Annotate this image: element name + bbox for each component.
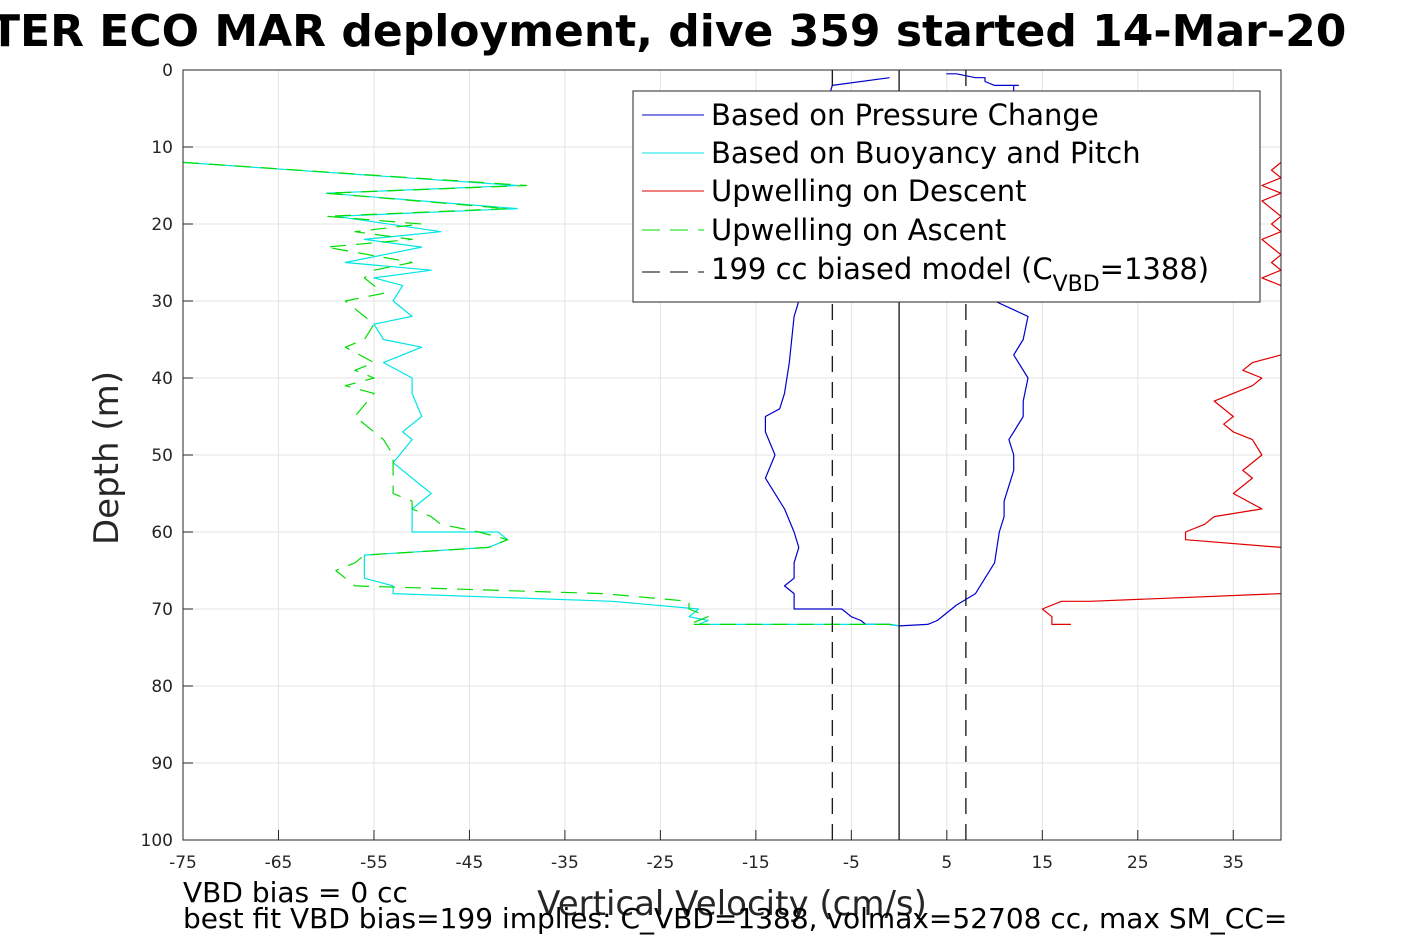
chart-title: TER ECO MAR deployment, dive 359 started… [0,6,1346,57]
x-tick-label: 25 [1127,853,1149,873]
series-line-0 [764,77,900,627]
x-tick-label: 35 [1222,853,1244,873]
series-line-1 [899,73,1029,627]
x-tick-label: -5 [843,853,860,873]
legend: Based on Pressure Change Based on Buoyan… [632,90,1261,303]
y-tick-label: 10 [151,138,173,158]
legend-label-descent: Upwelling on Descent [711,174,1027,208]
axis-ticks: -75 -65 -55 -45 -35 -25 -15 -5 5 15 25 350102030405… [141,61,1245,873]
series-line-4 [1041,593,1282,626]
y-tick-label: 40 [151,369,173,389]
series-line-5 [1184,354,1282,548]
footer-line-1: VBD bias = 0 cc [183,876,408,909]
x-tick-label: -75 [169,853,197,873]
x-tick-label: 5 [941,853,952,873]
y-tick-label: 100 [141,831,173,851]
x-tick-label: -15 [742,853,770,873]
legend-label-buoyancy: Based on Buoyancy and Pitch [711,136,1141,170]
x-tick-label: -65 [265,853,293,873]
y-tick-label: 30 [151,292,173,312]
x-tick-label: 15 [1031,853,1053,873]
y-tick-label: 90 [151,754,173,774]
y-tick-label: 70 [151,600,173,620]
y-tick-label: 80 [151,677,173,697]
legend-label-ascent: Upwelling on Ascent [711,213,1006,247]
legend-label-pressure: Based on Pressure Change [711,98,1099,132]
y-axis-label: Depth (m) [87,371,127,545]
legend-label-model: 199 cc biased model (CVBD=1388) [711,252,1209,297]
x-tick-label: -45 [456,853,484,873]
legend-box [632,90,1261,303]
x-tick-label: -55 [360,853,388,873]
y-tick-label: 60 [151,523,173,543]
x-axis-label: Vertical Velocity (cm/s) [537,884,927,924]
x-tick-label: -35 [551,853,579,873]
x-tick-label: -25 [647,853,675,873]
y-tick-label: 0 [162,61,173,81]
footer-line-2: best fit VBD bias=199 implies: C_VBD=138… [183,902,1287,935]
y-tick-label: 20 [151,215,173,235]
series-line-3 [182,161,900,627]
y-tick-label: 50 [151,446,173,466]
series-line-6 [1261,161,1282,287]
